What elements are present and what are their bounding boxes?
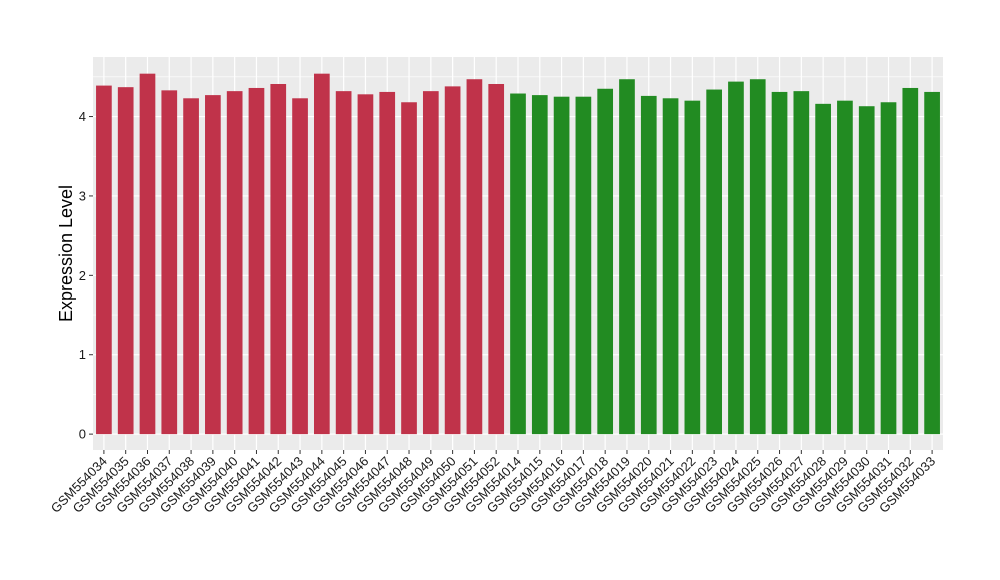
bar-GSM554025 [749, 79, 766, 435]
bar-GSM554023 [706, 89, 722, 435]
bar-GSM554022 [684, 100, 701, 435]
bar-GSM554049 [422, 91, 439, 435]
bar-GSM554042 [270, 83, 287, 435]
bar-GSM554036 [139, 73, 156, 435]
bar-GSM554052 [488, 83, 505, 435]
y-tick-label: 4 [79, 109, 86, 124]
y-tick-label: 2 [79, 268, 86, 283]
y-axis-title: Expression Level [56, 185, 76, 322]
bar-GSM554046 [357, 94, 374, 435]
bar-GSM554020 [640, 95, 657, 435]
bar-GSM554034 [96, 85, 112, 435]
bar-GSM554033 [924, 91, 940, 435]
bar-GSM554027 [793, 91, 810, 435]
bar-GSM554039 [205, 95, 221, 435]
bar-GSM554018 [597, 88, 614, 435]
bar-GSM554028 [815, 103, 831, 435]
bar-GSM554029 [837, 100, 853, 435]
y-tick-label: 0 [79, 427, 86, 442]
y-tick-label: 1 [79, 347, 86, 362]
bar-GSM554035 [117, 87, 134, 435]
bar-GSM554017 [575, 96, 592, 435]
y-axis: 0 1 2 3 4 [79, 109, 93, 442]
bar-GSM554032 [902, 87, 919, 435]
bar-GSM554014 [510, 93, 526, 435]
bar-GSM554026 [771, 91, 788, 435]
bar-GSM554030 [858, 106, 875, 435]
x-axis: GSM554034GSM554035GSM554036GSM554037GSM5… [48, 450, 938, 516]
bar-GSM554021 [662, 98, 679, 435]
y-tick-label: 3 [79, 188, 86, 203]
bar-GSM554051 [466, 79, 483, 435]
bar-GSM554047 [379, 91, 396, 435]
bar-GSM554019 [619, 79, 635, 435]
bar-GSM554024 [728, 81, 744, 435]
bar-GSM554038 [183, 98, 199, 435]
bar-GSM554016 [553, 96, 570, 435]
bar-GSM554031 [880, 102, 897, 435]
bar-GSM554045 [335, 91, 352, 435]
bar-GSM554015 [531, 95, 548, 435]
bar-GSM554043 [292, 98, 308, 435]
bar-GSM554040 [226, 91, 243, 435]
bar-GSM554041 [248, 87, 265, 435]
bar-GSM554050 [444, 86, 461, 435]
bar-GSM554048 [401, 102, 417, 435]
bars [96, 73, 940, 435]
bar-GSM554044 [314, 73, 330, 435]
bar-GSM554037 [161, 90, 178, 435]
